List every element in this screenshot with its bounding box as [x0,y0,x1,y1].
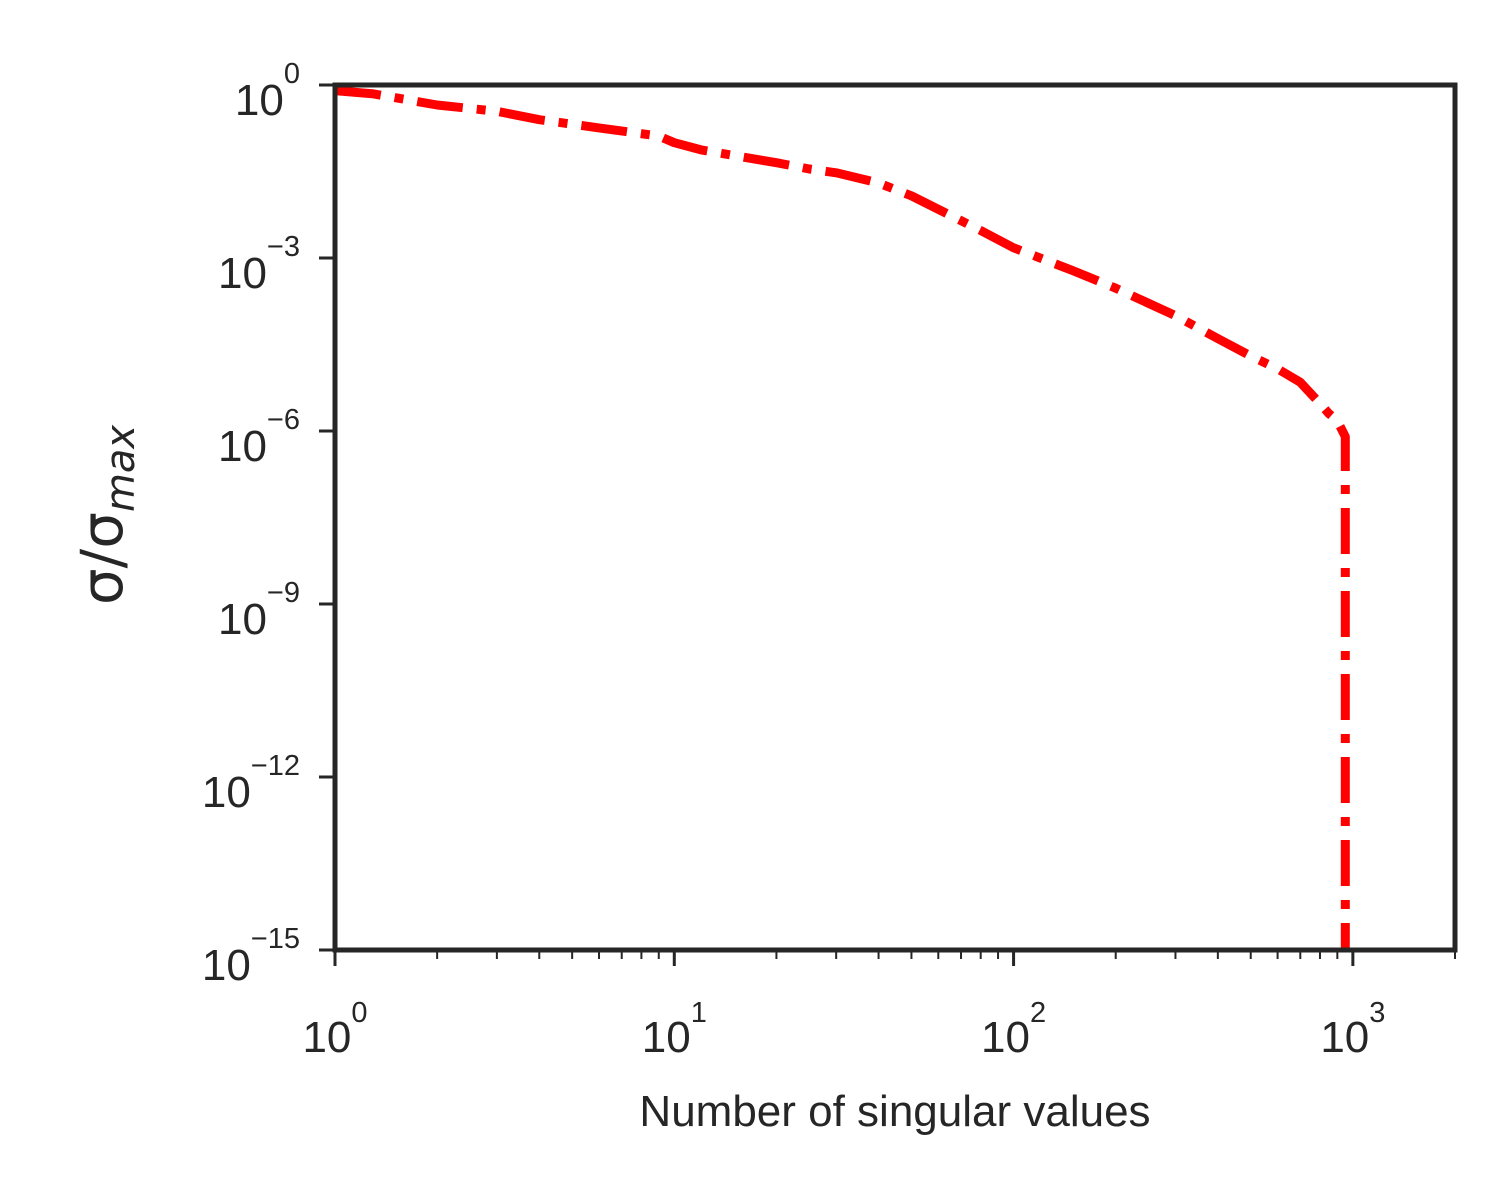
y-tick-label: 100 [235,58,300,125]
y-tick-label: 10−15 [202,923,300,990]
x-tick-label: 101 [642,997,707,1062]
x-tick-label: 102 [981,997,1046,1062]
plot-frame [332,82,1458,953]
y-axis-title: σ/σmax [68,425,144,606]
y-tick-label: 10−6 [218,404,300,471]
x-tick-label: 103 [1320,997,1385,1062]
plot-area [334,86,1350,950]
series-line-0 [334,86,1350,950]
y-tick-label: 10−3 [218,231,300,298]
y-tick-label: 10−12 [202,750,300,817]
x-axis: 100 101 102 103 [302,950,1456,1062]
y-axis: 100 10−3 10−6 10−9 10−12 10−15 [202,58,335,990]
x-tick-label: 100 [302,997,367,1062]
x-axis-title: Number of singular values [639,1087,1150,1136]
y-tick-label: 10−9 [218,577,300,644]
